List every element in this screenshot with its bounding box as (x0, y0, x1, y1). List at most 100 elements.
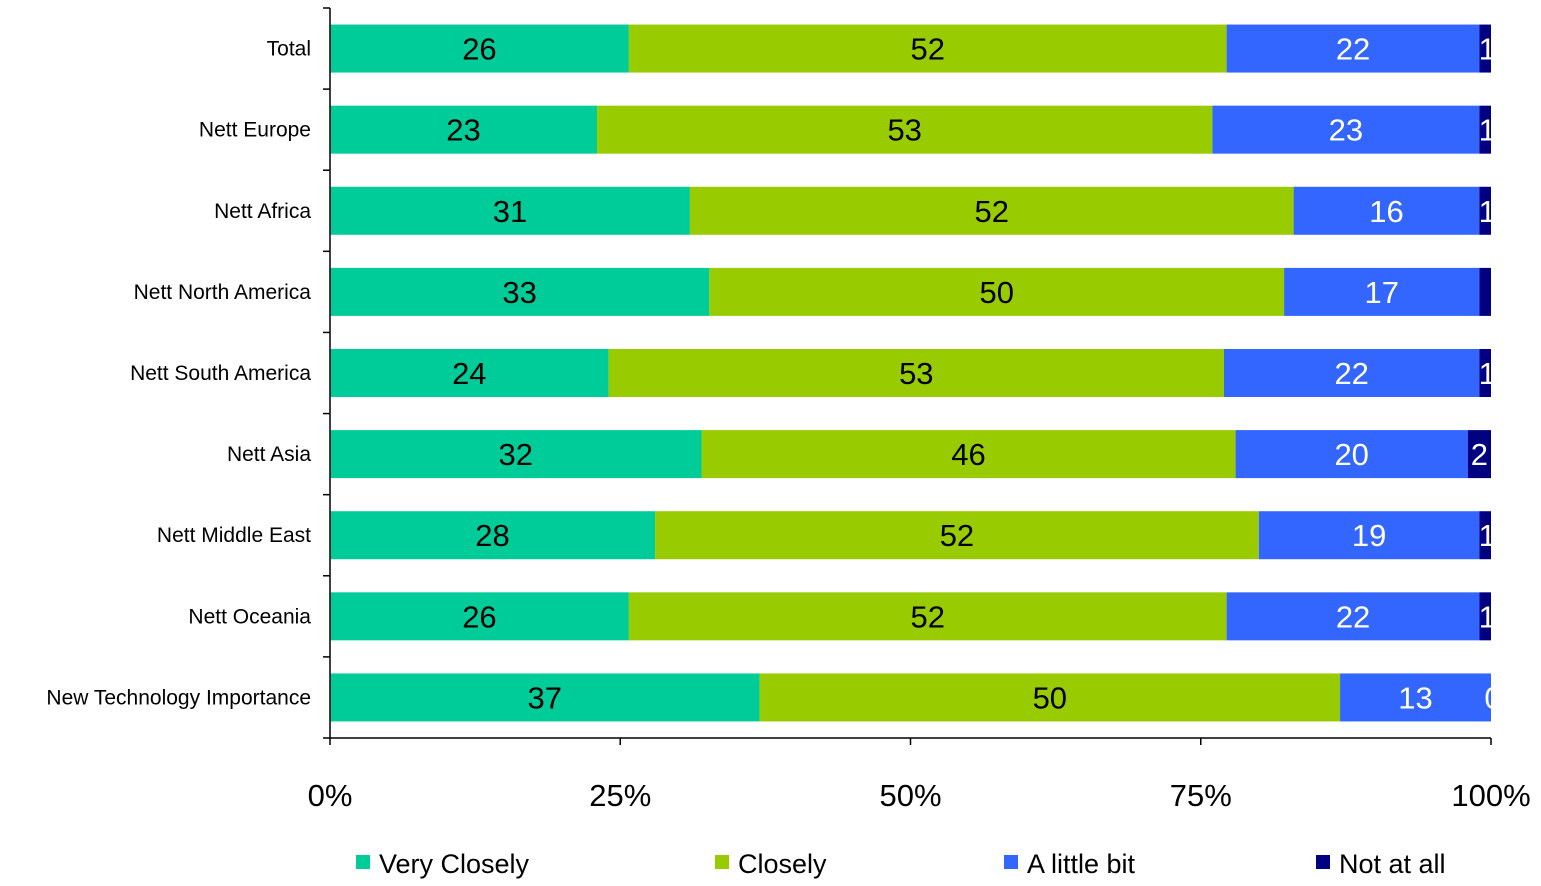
bar-segment (1479, 592, 1491, 641)
bar-segment (1293, 186, 1480, 235)
category-label: Total (267, 38, 311, 61)
data-label: 13 (1398, 680, 1432, 715)
x-tick-label: 100% (1451, 778, 1530, 813)
data-label: 20 (1334, 437, 1368, 472)
bar-segment (628, 592, 1227, 641)
bars-layer (330, 24, 1491, 722)
data-label: 2 (1471, 437, 1488, 472)
x-tick-label: 50% (879, 778, 941, 813)
bar-segment (689, 186, 1294, 235)
bar-segment (330, 511, 656, 560)
bar-segment (330, 349, 609, 397)
bar-segment (1284, 267, 1480, 316)
data-label: 1 (1479, 518, 1496, 553)
bar-segment (1479, 24, 1491, 73)
data-label: 1 (1479, 113, 1496, 148)
bar-segment (330, 592, 629, 641)
bar-segment (1223, 349, 1480, 397)
data-label: 22 (1336, 599, 1370, 634)
data-label: 17 (1365, 275, 1399, 310)
legend-item: A little bit (1004, 849, 1136, 879)
bar-segment (1479, 511, 1491, 560)
data-label: 1 (1479, 194, 1496, 229)
data-label: 37 (528, 680, 562, 715)
bar-segment (1226, 592, 1480, 641)
legend-label: Very Closely (379, 849, 530, 879)
legend-label: A little bit (1027, 849, 1136, 879)
data-label: 52 (911, 599, 945, 634)
bar-segment (1226, 24, 1480, 73)
legend-swatch (1316, 855, 1330, 869)
data-label: 32 (499, 437, 533, 472)
axes-layer: Total Nett Europe Nett Africa Nett North Am… (46, 7, 1531, 813)
data-label: 33 (502, 275, 536, 310)
bar-segment (330, 267, 710, 316)
data-label: 23 (446, 113, 480, 148)
bar-segment (628, 24, 1227, 73)
bar-segment (1479, 105, 1491, 154)
category-label: New Technology Importance (46, 686, 311, 709)
category-label: Nett Middle East (157, 524, 311, 547)
data-label: 50 (1033, 680, 1067, 715)
bar-segment (1340, 673, 1491, 722)
legend: Very Closely Closely A little bit Not at al… (356, 849, 1446, 879)
data-label: 19 (1352, 518, 1386, 553)
bar-segment (330, 673, 760, 722)
bar-segment (330, 105, 598, 154)
data-label: 1 (1479, 356, 1496, 391)
data-label: 22 (1336, 32, 1370, 67)
bar-segment (1479, 349, 1491, 397)
bar-segment (655, 511, 1259, 560)
category-label: Nett South America (130, 362, 311, 385)
category-label: Nett North America (134, 281, 312, 304)
bar-segment (1479, 267, 1491, 316)
data-label: 53 (899, 356, 933, 391)
data-label: 26 (462, 32, 496, 67)
legend-item: Not at all (1316, 849, 1446, 879)
data-label: 52 (940, 518, 974, 553)
legend-label: Not at all (1339, 849, 1446, 879)
bar-segment (1235, 430, 1468, 479)
data-label: 28 (475, 518, 509, 553)
bar-segment (709, 267, 1285, 316)
data-label: 0 (1484, 680, 1501, 715)
category-label: Nett Africa (214, 200, 311, 223)
data-label: 1 (1479, 599, 1496, 634)
category-label: Nett Europe (199, 119, 311, 142)
legend-swatch (356, 855, 370, 869)
x-tick-label: 0% (308, 778, 353, 813)
data-label: 53 (887, 113, 921, 148)
category-label: Nett Asia (227, 443, 311, 466)
data-label: 50 (979, 275, 1013, 310)
bar-segment (608, 349, 1224, 397)
category-label: Nett Oceania (188, 605, 311, 628)
data-label: 31 (493, 194, 527, 229)
bar-segment (330, 186, 690, 235)
legend-swatch (715, 855, 729, 869)
data-label: 22 (1334, 356, 1368, 391)
x-tick-label: 75% (1170, 778, 1232, 813)
data-label: 16 (1369, 194, 1403, 229)
data-label: 1 (1479, 32, 1496, 67)
data-label: 46 (951, 437, 985, 472)
data-label: 52 (911, 32, 945, 67)
bar-segment (330, 24, 629, 73)
data-label: 23 (1329, 113, 1363, 148)
data-label: 52 (975, 194, 1009, 229)
bar-segment (1212, 105, 1480, 154)
bar-segment (330, 430, 702, 479)
bar-segment (759, 673, 1341, 722)
data-label: 26 (462, 599, 496, 634)
data-label: 24 (452, 356, 486, 391)
bar-segment (1467, 430, 1491, 479)
legend-item: Very Closely (356, 849, 530, 879)
bar-segment (1258, 511, 1480, 560)
bar-segment (597, 105, 1213, 154)
bar-segment (1479, 186, 1491, 235)
legend-swatch (1004, 855, 1018, 869)
x-tick-label: 25% (589, 778, 651, 813)
bar-segment (701, 430, 1236, 479)
